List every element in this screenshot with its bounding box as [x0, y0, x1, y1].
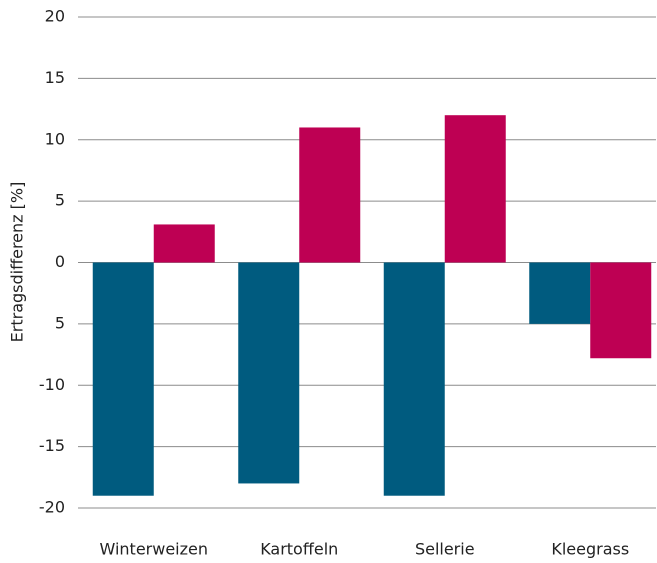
- y-tick-label: 0: [55, 252, 65, 271]
- y-axis-label: Ertragsdifferenz [%]: [8, 182, 27, 343]
- y-tick-label: 10: [45, 129, 65, 148]
- y-tick-label: 5: [55, 313, 65, 332]
- bar: [590, 262, 652, 359]
- x-tick-label: Winterweizen: [99, 540, 208, 559]
- bar: [444, 115, 506, 263]
- y-tick-label: 20: [45, 7, 65, 26]
- y-tick-label: -10: [39, 375, 65, 394]
- bar: [383, 262, 445, 496]
- bar: [299, 127, 361, 263]
- bar: [153, 224, 215, 263]
- bar: [529, 262, 591, 324]
- y-tick-label: 15: [45, 68, 65, 87]
- y-tick-label: -15: [39, 436, 65, 455]
- x-tick-label: Kleegrass: [551, 540, 629, 559]
- bar: [92, 262, 154, 496]
- x-tick-label: Kartoffeln: [260, 540, 338, 559]
- bar: [238, 262, 300, 484]
- y-tick-label: 5: [55, 191, 65, 210]
- y-tick-label: -20: [39, 498, 65, 517]
- x-tick-label: Sellerie: [415, 540, 475, 559]
